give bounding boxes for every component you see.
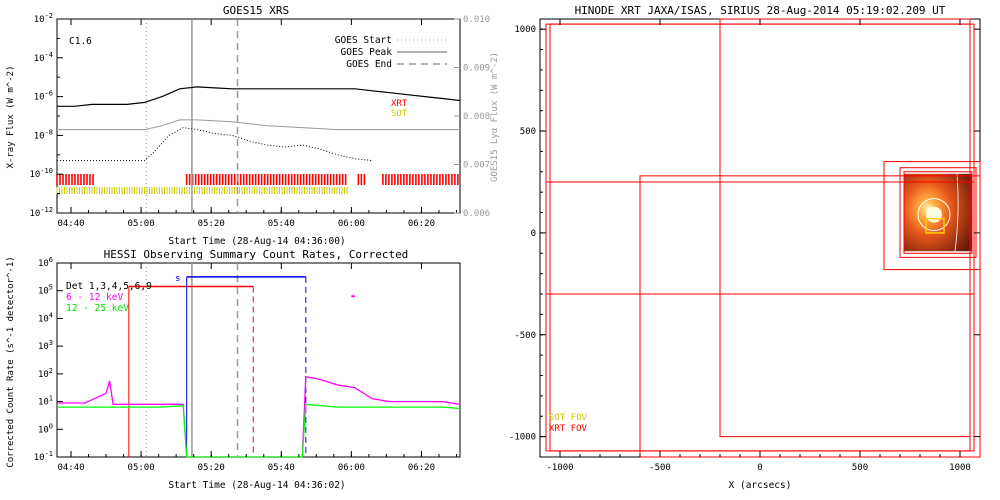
hinode-ytick-label: -1000 — [509, 433, 536, 443]
hessi-legend-det: Det 1,3,4,5,6,9 — [66, 281, 152, 292]
hinode-xtick-label: -500 — [649, 463, 671, 473]
hinode-ytick-label: 500 — [520, 127, 536, 137]
hinode-ytick-label: 0 — [531, 229, 536, 239]
solar-limb-arc — [954, 173, 959, 252]
hessi-ytick-label: 102 — [38, 367, 53, 380]
xrt-fov-box — [883, 161, 981, 271]
goes-ytick-label: 10-12 — [30, 206, 54, 219]
goes-title: GOES15 XRS — [223, 4, 289, 17]
legend-goes-start: GOES Start — [335, 35, 392, 46]
hinode-ytick-label: -500 — [514, 331, 536, 341]
goes-ytick-label: 10-8 — [34, 128, 53, 141]
xrt-fov-box — [719, 18, 971, 438]
hessi-ytick-label: 106 — [38, 256, 53, 269]
goes-xrt-label: XRT — [391, 99, 408, 109]
hessi-xtick-label: 04:40 — [57, 463, 84, 473]
hinode-xlabel: X (arcsecs) — [729, 480, 792, 491]
goes-series-lya — [57, 119, 460, 131]
hinode-xtick-label: 0 — [757, 463, 762, 473]
goes-ylabel: X-ray Flux (W m^-2) — [6, 66, 16, 169]
hessi-xtick-label: 06:00 — [338, 463, 365, 473]
hessi-ytick-label: 10-1 — [34, 450, 53, 463]
hessi-xlabel: Start Time (28-Aug-14 04:36:02) — [168, 480, 345, 491]
goes-xtick-label: 05:20 — [198, 219, 225, 229]
goes-xtick-label: 05:00 — [128, 219, 155, 229]
hessi-xtick-label: 05:40 — [268, 463, 295, 473]
goes-ytick-right-label: 0.007 — [463, 161, 490, 171]
goes-xtick-label: 04:40 — [57, 219, 84, 229]
goes-ytick-label: 10-2 — [34, 12, 53, 25]
goes-ytick-label: 10-6 — [34, 90, 53, 103]
goes-series-long — [57, 86, 461, 107]
hinode-legend-xrt: XRT FOV — [549, 424, 588, 434]
hessi-ytick-label: 101 — [38, 395, 53, 408]
goes-xlabel: Start Time (28-Aug-14 04:36:00) — [168, 236, 345, 247]
xrt-fov-box — [639, 175, 981, 458]
xrt-fov-box — [545, 181, 975, 295]
goes-sot-label: SOT — [391, 109, 408, 119]
hessi-ytick-label: 105 — [38, 284, 53, 297]
hinode-title: HINODE XRT JAXA/ISAS, SIRIUS 28-Aug-2014… — [575, 4, 946, 17]
hinode-xtick-label: 500 — [852, 463, 868, 473]
goes-xtick-label: 05:40 — [268, 219, 295, 229]
legend-goes-peak: GOES Peak — [341, 47, 393, 58]
xrt-fov-box — [899, 167, 977, 258]
goes-ylabel-right: GOES15 Lyα Flux (W m^-2) — [490, 52, 500, 182]
goes-ytick-right-label: 0.008 — [463, 112, 490, 122]
hessi-title: HESSI Observing Summary Count Rates, Cor… — [104, 248, 409, 261]
goes-ytick-label: 10-4 — [34, 51, 53, 64]
hessi-ytick-label: 100 — [38, 422, 53, 435]
goes-xtick-label: 06:20 — [408, 219, 435, 229]
flare-core — [926, 206, 942, 223]
hessi-series-6-12 — [57, 375, 461, 458]
hessi-marker-s: s — [175, 274, 180, 284]
xrt-fov-box — [903, 171, 973, 254]
hessi-ytick-label: 103 — [38, 339, 53, 352]
legend-goes-end: GOES End — [346, 59, 392, 70]
hessi-xtick-label: 06:20 — [408, 463, 435, 473]
hessi-xtick-label: 05:00 — [128, 463, 155, 473]
hessi-ytick-label: 104 — [38, 311, 53, 324]
hinode-ytick-label: 1000 — [514, 25, 536, 35]
hinode-xtick-label: -1000 — [546, 463, 573, 473]
hessi-ylabel: Corrected Count Rate (s^-1 detector^-1) — [6, 256, 16, 467]
hinode-xtick-label: 1000 — [949, 463, 971, 473]
hessi-legend-12-25: 12 - 25 keV — [66, 303, 129, 314]
sot-fov-box — [925, 217, 945, 234]
goes-ytick-right-label: 0.009 — [463, 64, 490, 74]
hessi-xtick-label: 05:20 — [198, 463, 225, 473]
hessi-series-12-25 — [57, 403, 461, 458]
goes-ytick-right-label: 0.006 — [463, 209, 490, 219]
goes-ytick-label: 10-10 — [30, 167, 54, 180]
hessi-legend-6-12: 6 - 12 keV — [66, 292, 123, 303]
solar-image — [904, 173, 972, 252]
hinode-legend-sot: SOT FOV — [549, 413, 588, 423]
goes-xtick-label: 06:00 — [338, 219, 365, 229]
flare-contour — [917, 198, 951, 232]
goes-legend: GOES Start GOES Peak GOES End — [335, 35, 447, 70]
goes-series-short — [57, 127, 373, 162]
goes-ytick-right-label: 0.010 — [463, 15, 490, 25]
goes-class-label: C1.6 — [69, 36, 92, 47]
